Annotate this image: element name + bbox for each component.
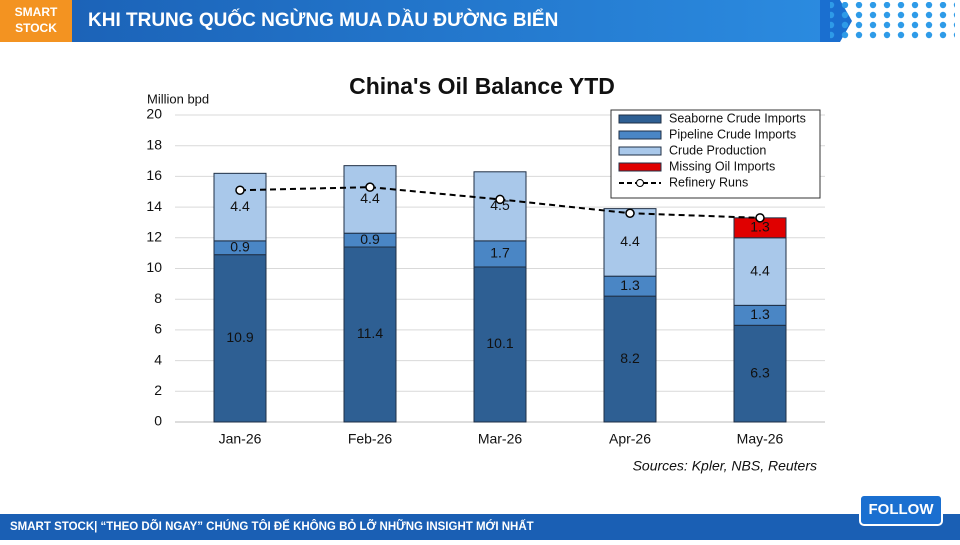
line-point xyxy=(625,208,635,218)
data-label: 1.3 xyxy=(750,219,770,235)
x-tick-label: May-26 xyxy=(737,431,784,447)
data-label: 1.3 xyxy=(750,306,770,322)
header-title: KHI TRUNG QUỐC NGỪNG MUA DẦU ĐƯỜNG BIỂN xyxy=(88,9,558,31)
x-tick-label: Apr-26 xyxy=(609,431,651,447)
data-label: 1.7 xyxy=(490,245,510,261)
y-tick-label: 4 xyxy=(154,351,162,367)
y-tick-label: 14 xyxy=(146,198,162,214)
y-tick-label: 16 xyxy=(146,167,162,183)
legend-swatch xyxy=(618,162,662,172)
line-point xyxy=(755,213,765,223)
bar-segment xyxy=(603,295,657,423)
data-label: 1.3 xyxy=(620,277,640,293)
y-axis-label: Million bpd xyxy=(147,91,209,106)
follow-label[interactable]: FOLLOW xyxy=(869,501,935,518)
logo-text: STOCK xyxy=(15,21,57,35)
x-tick-label: Jan-26 xyxy=(219,431,262,447)
line-point xyxy=(495,194,505,205)
bar-segment xyxy=(213,254,267,423)
data-label: 4.4 xyxy=(230,198,250,214)
logo-text: SMART xyxy=(15,5,58,19)
logo-box xyxy=(0,0,72,42)
data-label: 4.4 xyxy=(360,190,380,206)
data-label: 6.3 xyxy=(750,364,770,380)
footer-text: SMART STOCK| “THEO DÕI NGAY” CHÚNG TÔI Đ… xyxy=(10,520,534,533)
legend-label: Refinery Runs xyxy=(669,175,748,189)
legend-swatch xyxy=(618,114,662,124)
bar-segment xyxy=(473,171,527,242)
data-label: 11.4 xyxy=(357,325,383,341)
data-label: 10.9 xyxy=(226,329,253,345)
bar-segment xyxy=(733,324,787,423)
line-point xyxy=(365,182,375,192)
legend-swatch xyxy=(618,130,662,140)
bar-segment xyxy=(473,240,527,268)
data-label: 4.4 xyxy=(620,233,640,249)
legend-label: Crude Production xyxy=(669,143,766,157)
bar-segment xyxy=(603,208,657,277)
bar-segment xyxy=(213,172,267,242)
data-label: 0.9 xyxy=(230,238,250,254)
legend-label: Seaborne Crude Imports xyxy=(669,111,806,125)
y-tick-label: 0 xyxy=(154,413,162,429)
data-label: 0.9 xyxy=(360,231,380,247)
bar-segment xyxy=(343,165,397,234)
data-label: 4.4 xyxy=(750,262,770,278)
header-bar xyxy=(0,0,830,42)
legend-label: Pipeline Crude Imports xyxy=(669,127,796,141)
follow-button[interactable] xyxy=(859,494,943,526)
data-label: 4.5 xyxy=(490,197,510,213)
source: Sources: Kpler, NBS, Reuters xyxy=(633,458,817,474)
x-tick-label: Feb-26 xyxy=(348,431,393,447)
legend-label: Missing Oil Imports xyxy=(669,159,775,173)
line-point xyxy=(235,185,245,195)
y-tick-label: 20 xyxy=(146,106,162,122)
y-tick-label: 12 xyxy=(146,229,162,245)
y-tick-label: 2 xyxy=(154,382,162,398)
y-tick-label: 10 xyxy=(146,259,162,275)
data-label: 8.2 xyxy=(620,350,640,366)
y-tick-label: 6 xyxy=(154,321,162,337)
bar-segment xyxy=(733,237,787,306)
legend-swatch xyxy=(618,146,662,156)
y-tick-label: 18 xyxy=(146,136,162,152)
x-tick-label: Mar-26 xyxy=(478,431,523,447)
bar-segment xyxy=(343,246,397,423)
y-tick-label: 8 xyxy=(154,290,162,306)
data-label: 10.1 xyxy=(486,335,513,351)
legend-marker xyxy=(636,179,644,187)
footer-bar xyxy=(0,514,960,540)
chart-title: China's Oil Balance YTD xyxy=(349,73,615,99)
header-dots xyxy=(830,2,955,40)
